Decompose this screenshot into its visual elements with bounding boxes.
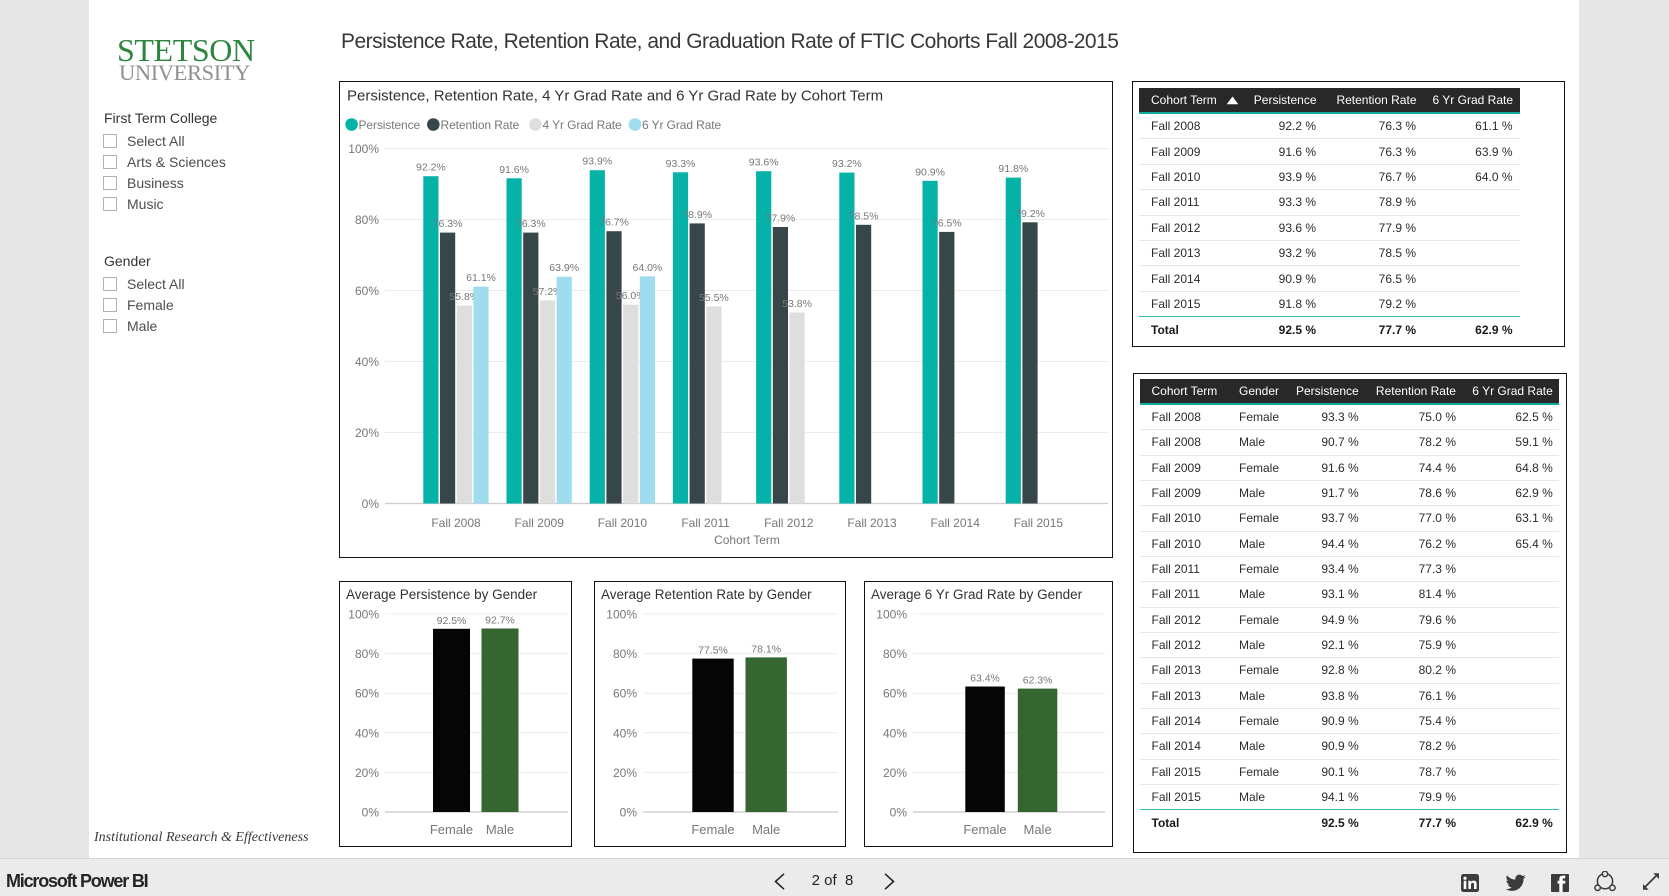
svg-text:Fall 2013: Fall 2013 [847, 516, 897, 530]
svg-text:76.3%: 76.3% [433, 218, 463, 230]
svg-text:77.9%: 77.9% [766, 213, 796, 225]
svg-text:Fall 2010: Fall 2010 [598, 516, 648, 530]
svg-text:90.9%: 90.9% [915, 166, 945, 178]
svg-text:4 Yr Grad Rate: 4 Yr Grad Rate [543, 118, 623, 132]
svg-text:60%: 60% [355, 284, 379, 298]
svg-text:93.9%: 93.9% [582, 156, 612, 168]
svg-text:Male: Male [1024, 822, 1052, 837]
svg-text:0%: 0% [890, 806, 908, 820]
svg-text:78.5%: 78.5% [849, 210, 879, 222]
svg-text:61.1%: 61.1% [466, 272, 496, 284]
svg-text:Fall 2008: Fall 2008 [431, 516, 481, 530]
svg-text:63.4%: 63.4% [970, 673, 1000, 685]
svg-text:80%: 80% [355, 213, 379, 227]
svg-text:Fall 2009: Fall 2009 [515, 516, 565, 530]
svg-text:78.9%: 78.9% [682, 209, 712, 221]
svg-text:Female: Female [963, 822, 1006, 837]
svg-text:Fall 2014: Fall 2014 [931, 516, 981, 530]
svg-text:57.2%: 57.2% [533, 286, 563, 298]
svg-text:40%: 40% [355, 726, 379, 740]
svg-text:79.2%: 79.2% [1015, 208, 1045, 220]
svg-text:60%: 60% [613, 687, 637, 701]
svg-text:76.7%: 76.7% [599, 217, 629, 229]
svg-text:92.5%: 92.5% [437, 615, 467, 627]
svg-text:80%: 80% [355, 647, 379, 661]
svg-text:62.3%: 62.3% [1023, 675, 1053, 687]
svg-text:55.8%: 55.8% [449, 291, 479, 303]
svg-text:77.5%: 77.5% [698, 645, 728, 657]
svg-text:63.9%: 63.9% [549, 262, 579, 274]
svg-text:78.1%: 78.1% [751, 643, 781, 655]
svg-text:92.2%: 92.2% [416, 162, 446, 174]
svg-text:Persistence, Retention Rate, 4: Persistence, Retention Rate, 4 Yr Grad R… [347, 88, 883, 105]
svg-text:20%: 20% [613, 766, 637, 780]
svg-text:Female: Female [430, 822, 473, 837]
svg-text:40%: 40% [613, 726, 637, 740]
svg-text:76.5%: 76.5% [932, 217, 962, 229]
svg-text:Persistence: Persistence [359, 118, 421, 132]
svg-text:0%: 0% [362, 806, 380, 820]
svg-text:Average 6 Yr Grad Rate by Gend: Average 6 Yr Grad Rate by Gender [871, 587, 1083, 602]
svg-text:Fall 2015: Fall 2015 [1014, 516, 1064, 530]
svg-text:60%: 60% [355, 687, 379, 701]
svg-text:93.6%: 93.6% [749, 157, 779, 169]
svg-text:92.7%: 92.7% [485, 615, 515, 627]
svg-text:Female: Female [691, 822, 734, 837]
svg-text:56.0%: 56.0% [616, 290, 646, 302]
svg-text:60%: 60% [883, 687, 907, 701]
svg-text:76.3%: 76.3% [516, 218, 546, 230]
svg-text:0%: 0% [620, 806, 638, 820]
svg-text:93.3%: 93.3% [666, 158, 696, 170]
svg-text:40%: 40% [883, 726, 907, 740]
svg-text:Average Persistence by Gender: Average Persistence by Gender [346, 587, 538, 602]
svg-text:100%: 100% [348, 142, 379, 156]
svg-text:80%: 80% [883, 647, 907, 661]
svg-text:100%: 100% [876, 608, 907, 622]
svg-text:Fall 2011: Fall 2011 [681, 516, 730, 530]
svg-text:Cohort Term: Cohort Term [714, 533, 780, 547]
svg-text:100%: 100% [606, 608, 637, 622]
svg-text:91.8%: 91.8% [998, 163, 1028, 175]
svg-text:100%: 100% [348, 608, 379, 622]
svg-text:Male: Male [486, 822, 514, 837]
svg-text:40%: 40% [355, 355, 379, 369]
svg-text:91.6%: 91.6% [499, 164, 529, 176]
svg-text:20%: 20% [355, 766, 379, 780]
svg-text:53.8%: 53.8% [782, 298, 812, 310]
svg-text:Male: Male [752, 822, 780, 837]
svg-text:20%: 20% [883, 766, 907, 780]
svg-text:6 Yr Grad Rate: 6 Yr Grad Rate [642, 118, 722, 132]
svg-text:Fall 2012: Fall 2012 [764, 516, 814, 530]
svg-text:80%: 80% [613, 647, 637, 661]
svg-text:Retention Rate: Retention Rate [441, 118, 520, 132]
svg-text:64.0%: 64.0% [633, 262, 663, 274]
svg-text:20%: 20% [355, 426, 379, 440]
svg-text:0%: 0% [362, 497, 380, 511]
svg-text:Average Retention Rate by Gend: Average Retention Rate by Gender [601, 587, 812, 602]
svg-text:55.5%: 55.5% [699, 292, 729, 304]
svg-text:93.2%: 93.2% [832, 158, 862, 170]
